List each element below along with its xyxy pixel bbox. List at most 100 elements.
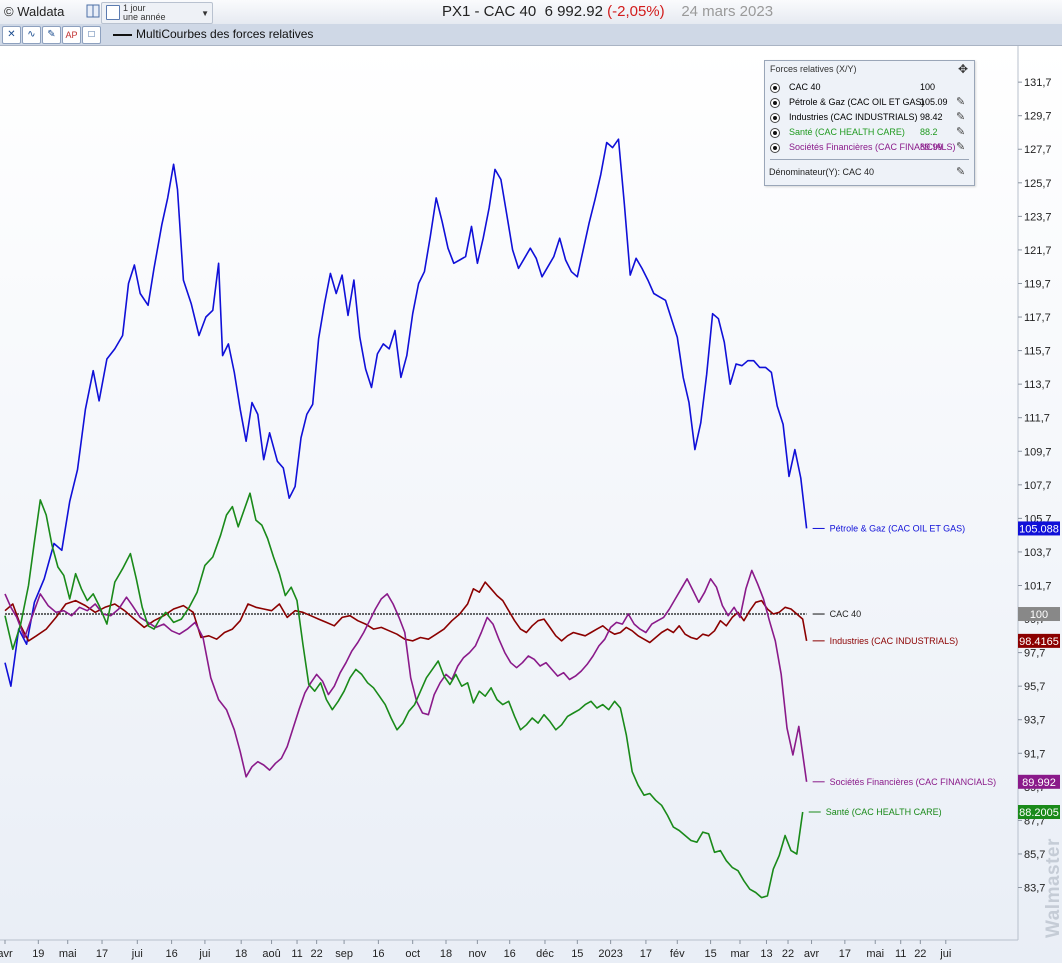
calendar-icon	[106, 5, 120, 20]
x-tick-label: nov	[468, 948, 486, 960]
x-tick-label: mar	[731, 948, 750, 960]
last-value-box	[1018, 805, 1060, 820]
period-line1: 1 jour	[123, 3, 146, 13]
x-tick-label: 18	[440, 948, 452, 960]
y-tick-label: 129,7	[1024, 111, 1052, 123]
series-line	[4, 581, 808, 644]
legend-value: 98.42	[920, 112, 943, 122]
series-name-label: Santé (CAC HEALTH CARE)	[826, 807, 942, 817]
radio-icon[interactable]	[770, 83, 780, 93]
legend-value: 105.09	[920, 97, 948, 107]
denominator-label: Dénominateur(Y): CAC 40	[769, 167, 875, 177]
x-tick-label: sep	[335, 948, 353, 960]
plot-background	[0, 46, 1062, 963]
last-value-box	[1018, 774, 1060, 789]
legend-value: 88.2	[920, 127, 938, 137]
x-tick-label: 19	[32, 948, 44, 960]
last-value-box	[1018, 633, 1060, 648]
x-tick-label: déc	[536, 948, 554, 960]
y-tick-label: 127,7	[1024, 144, 1052, 156]
tools-icon[interactable]: ✕	[2, 26, 21, 44]
series-name-label: Industries (CAC INDUSTRIALS)	[830, 636, 959, 646]
quote-header: PX1 - CAC 40 6 992.92 (-2,05%) 24 mars 2…	[442, 3, 773, 20]
y-tick-label: 97,7	[1024, 648, 1045, 660]
x-tick-label: 17	[96, 948, 108, 960]
date-label: 24 mars 2023	[681, 3, 774, 20]
radio-icon[interactable]	[770, 143, 780, 153]
top-bar: © Waldata 1 jour une année ▼ PX1 - CAC 4…	[0, 0, 1062, 25]
ap-icon[interactable]: AP	[62, 26, 81, 44]
legend-row[interactable]: Pétrole & Gaz (CAC OIL ET GAS) 105.09 ✎	[770, 96, 968, 111]
y-tick-label: 131,7	[1024, 77, 1052, 89]
legend-row[interactable]: CAC 40 100	[770, 82, 968, 96]
y-tick-label: 85,7	[1024, 849, 1045, 861]
pencil-icon[interactable]: ✎	[42, 26, 61, 44]
y-tick-label: 115,7	[1024, 346, 1051, 358]
watermark: Walmaster	[1043, 838, 1062, 938]
period-line2: une année	[123, 12, 166, 22]
last-value-label: 100	[1030, 609, 1048, 621]
legend-row[interactable]: Sociétés Financières (CAC FINANCIALS) 89…	[770, 141, 968, 156]
legend-panel[interactable]: Forces relatives (X/Y) ✥ CAC 40 100 Pétr…	[764, 60, 975, 186]
chevron-down-icon: ▼	[201, 9, 209, 18]
price-chart[interactable]: 131,7 129,7 127,7 125,7 123,7 121,7 119,7 117,7…	[0, 46, 1062, 963]
square-icon[interactable]: □	[82, 26, 101, 44]
y-tick-label: 121,7	[1024, 245, 1052, 257]
x-tick-label: fév	[670, 948, 685, 960]
legend-title: Forces relatives (X/Y)	[770, 64, 857, 74]
x-tick-label: 16	[372, 948, 384, 960]
pencil-icon[interactable]: ✎	[956, 96, 966, 108]
x-tick-label: 15	[704, 948, 716, 960]
x-tick-label: 17	[640, 948, 652, 960]
last-value-label: 105.088	[1019, 523, 1059, 535]
x-tick-label: 22	[782, 948, 794, 960]
series-name-label: Pétrole & Gaz (CAC OIL ET GAS)	[830, 523, 966, 533]
period-selector[interactable]: 1 jour une année ▼	[101, 2, 213, 24]
series-line	[4, 492, 804, 899]
legend-row[interactable]: Industries (CAC INDUSTRIALS) 98.42 ✎	[770, 111, 968, 126]
legend-name: Sociétés Financières (CAC FINANCIALS)	[789, 142, 956, 152]
radio-icon[interactable]	[770, 113, 780, 123]
x-tick-label: oct	[405, 948, 420, 960]
x-tick-label: 16	[504, 948, 516, 960]
series-name-label: Sociétés Financières (CAC FINANCIALS)	[830, 777, 997, 787]
series-line	[4, 138, 808, 688]
legend-row[interactable]: Santé (CAC HEALTH CARE) 88.2 ✎	[770, 126, 968, 141]
wave-icon[interactable]: ∿	[22, 26, 41, 44]
y-tick-label: 101,7	[1024, 580, 1052, 592]
x-tick-label: 11	[895, 948, 906, 960]
last-value-box	[1018, 521, 1060, 536]
chart-toolbar: ✕ ∿ ✎ AP □ MultiCourbes des forces relat…	[0, 24, 1062, 46]
legend-value: 100	[920, 82, 936, 92]
legend-name: Pétrole & Gaz (CAC OIL ET GAS)	[789, 97, 925, 107]
symbol-label: PX1 - CAC 40	[442, 3, 537, 20]
legend-name: Santé (CAC HEALTH CARE)	[789, 127, 905, 137]
series-name-label: CAC 40	[830, 609, 862, 619]
y-tick-label: 117,7	[1024, 312, 1051, 324]
move-icon[interactable]: ✥	[957, 62, 968, 76]
radio-icon[interactable]	[770, 128, 780, 138]
radio-icon[interactable]	[770, 98, 780, 108]
price-label: 6 992.92	[544, 3, 603, 20]
y-tick-label: 123,7	[1024, 211, 1052, 223]
pencil-icon[interactable]: ✎	[956, 126, 966, 138]
book-icon[interactable]	[86, 3, 100, 19]
x-tick-label: jui	[939, 948, 951, 960]
x-tick-label: 2023	[598, 948, 622, 960]
x-tick-label: aoû	[262, 948, 280, 960]
x-tick-label: 18	[235, 948, 247, 960]
pencil-icon[interactable]: ✎	[956, 141, 966, 153]
line-style-icon	[113, 34, 132, 36]
x-tick-label: jui	[131, 948, 143, 960]
legend-value: 89.99	[920, 142, 943, 152]
indicator-label[interactable]: MultiCourbes des forces relatives	[136, 27, 314, 41]
change-label: (-2,05%)	[607, 3, 665, 20]
pencil-icon[interactable]: ✎	[956, 166, 966, 178]
y-tick-label: 111,7	[1024, 413, 1050, 425]
last-value-box	[1018, 607, 1060, 622]
pencil-icon[interactable]: ✎	[956, 111, 966, 123]
y-tick-label: 107,7	[1024, 480, 1052, 492]
brand-label: © Waldata	[4, 4, 65, 19]
x-tick-label: jui	[198, 948, 210, 960]
y-tick-label: 93,7	[1024, 715, 1045, 727]
